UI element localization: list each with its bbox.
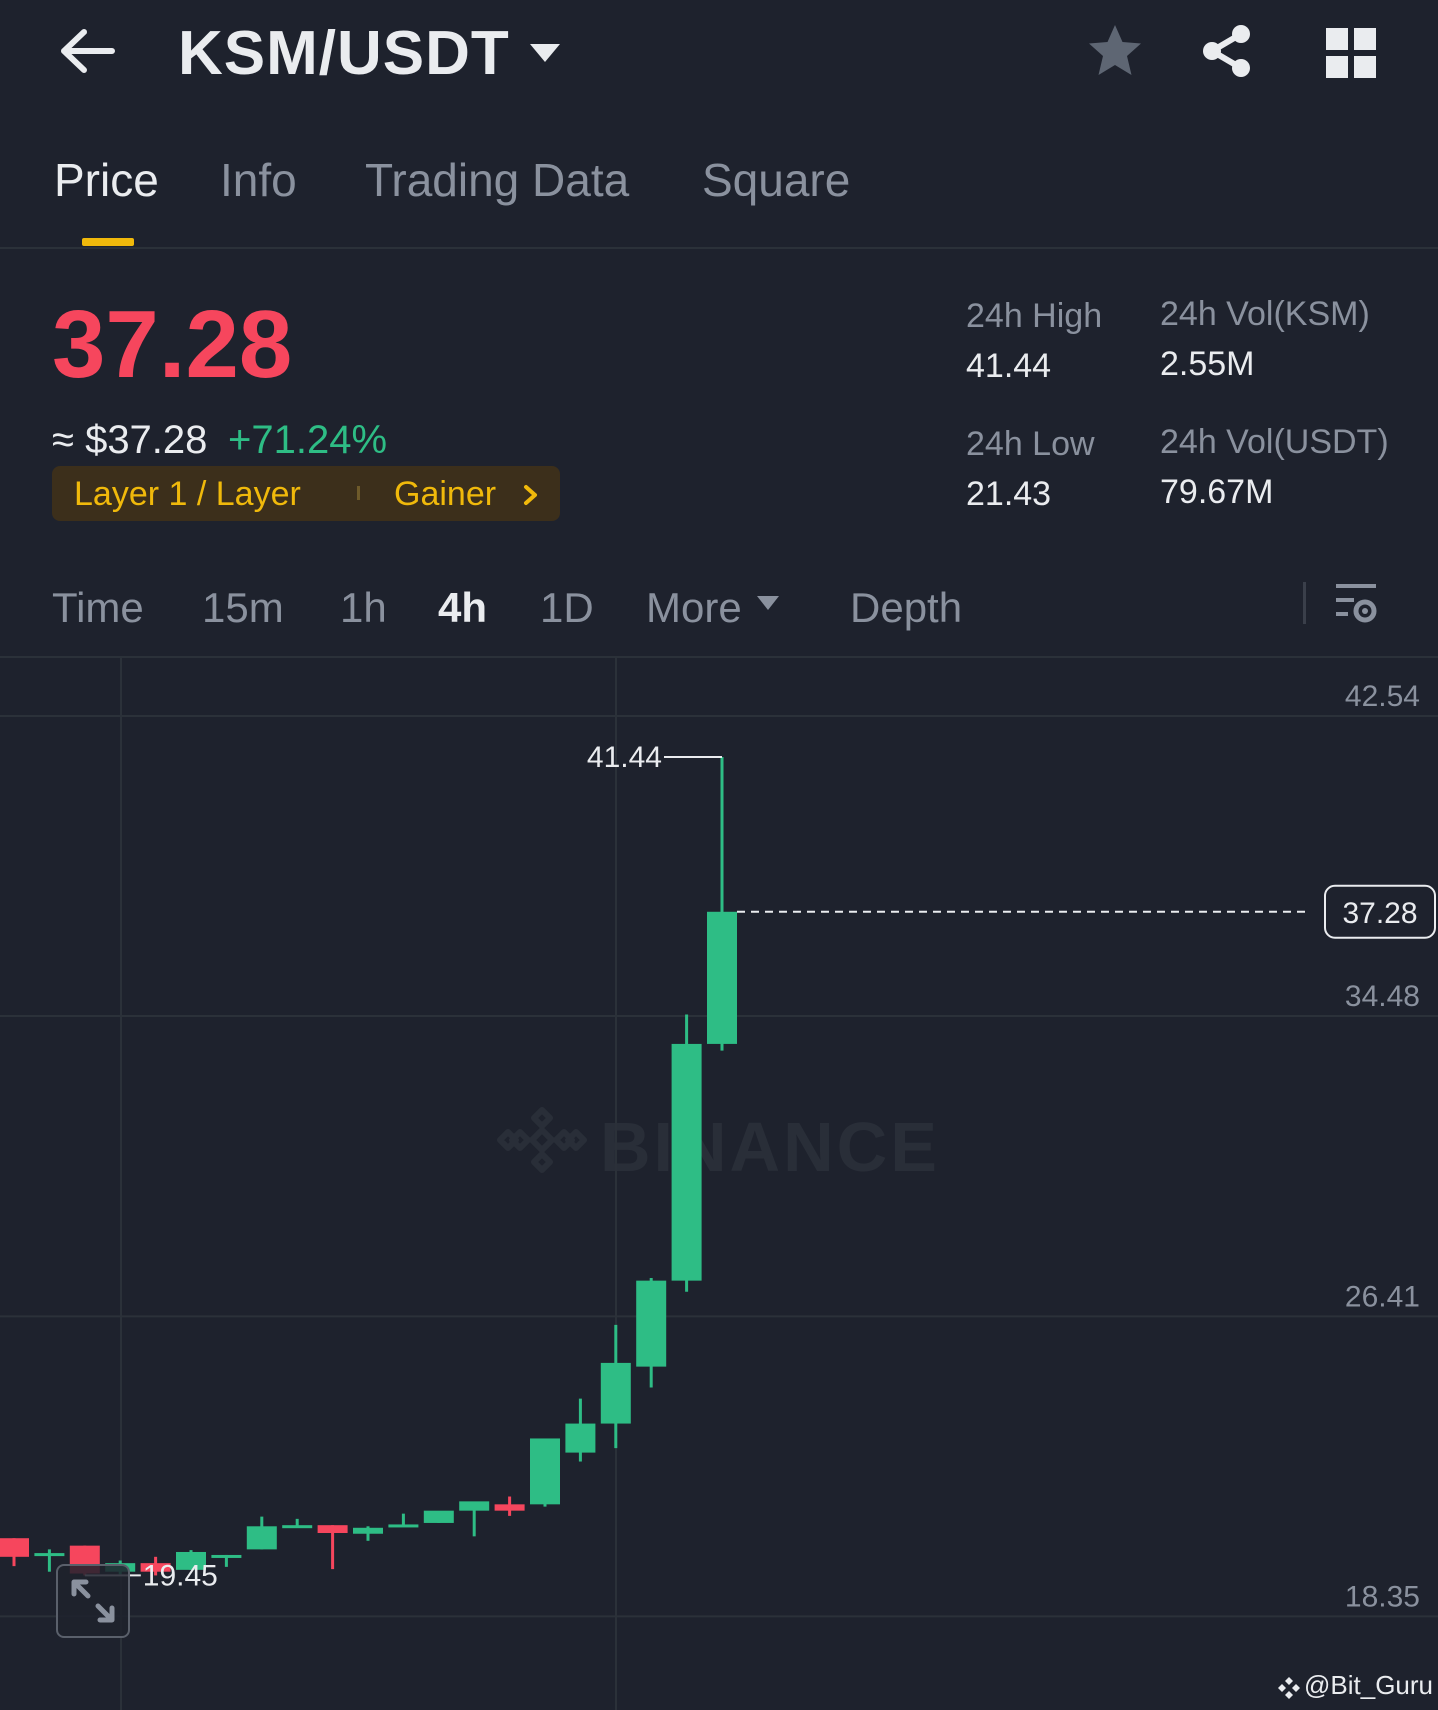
expand-icon	[71, 1579, 115, 1623]
candle-body	[140, 1563, 171, 1572]
tabs-divider	[0, 247, 1438, 249]
high-marker-label: 41.44	[587, 741, 662, 774]
share-icon[interactable]	[1200, 24, 1254, 78]
candles	[0, 756, 737, 1576]
candle-body	[34, 1553, 65, 1557]
watermark-text: BINANCE	[600, 1108, 940, 1186]
candle-body	[353, 1527, 383, 1534]
last-price: 37.28	[52, 291, 293, 398]
y-tick-label: 34.48	[1345, 980, 1420, 1013]
chevron-right-icon[interactable]	[522, 484, 540, 506]
caret-down-icon[interactable]	[528, 40, 562, 66]
candle-body	[423, 1510, 454, 1523]
binance-small-logo-icon	[1278, 1677, 1300, 1699]
tag-category[interactable]: Layer 1 / Layer	[74, 475, 301, 513]
chart-grid: 42.54 34.48 26.41 18.35	[0, 658, 1438, 1710]
candle-body	[565, 1423, 596, 1453]
tab-price[interactable]: Price	[54, 154, 159, 206]
candlestick-chart[interactable]: 42.54 34.48 26.41 18.35 BINANCE 41.44 19.45 3…	[0, 658, 1438, 1710]
interval-time[interactable]: Time	[52, 584, 144, 631]
candle-body	[494, 1504, 525, 1511]
interval-divider	[1303, 582, 1306, 624]
candle-body	[530, 1438, 560, 1505]
stat-vol-quote-value: 79.67M	[1160, 473, 1274, 511]
candle-body	[246, 1526, 277, 1550]
candle-body	[388, 1524, 419, 1528]
interval-15m[interactable]: 15m	[202, 584, 284, 631]
expand-button[interactable]	[56, 1564, 130, 1638]
chart-annotations: 41.44 19.45 37.28	[84, 741, 1436, 1592]
tag-separator	[357, 486, 360, 500]
candle-body	[176, 1551, 206, 1570]
binance-watermark: BINANCE	[497, 1107, 940, 1186]
tab-info[interactable]: Info	[220, 154, 297, 206]
stat-vol-quote-label: 24h Vol(USDT)	[1160, 423, 1389, 461]
chart-settings-icon[interactable]	[1334, 580, 1378, 626]
author-credit: @Bit_Guru	[1304, 1670, 1433, 1700]
candle-body	[707, 911, 737, 1044]
candle-body	[600, 1362, 631, 1424]
stat-low-label: 24h Low	[966, 425, 1095, 463]
active-tab-indicator	[82, 238, 134, 246]
interval-4h[interactable]: 4h	[438, 584, 488, 631]
interval-depth[interactable]: Depth	[850, 584, 963, 631]
stat-vol-base-value: 2.55M	[1160, 345, 1255, 383]
tab-trading-data[interactable]: Trading Data	[365, 154, 630, 206]
approx-usd-price: ≈ $37.28	[52, 418, 208, 462]
stat-high-value: 41.44	[966, 347, 1052, 385]
current-price-label: 37.28	[1342, 897, 1417, 930]
interval-1h[interactable]: 1h	[340, 584, 387, 631]
candle-body	[211, 1554, 242, 1558]
candle-body	[282, 1525, 313, 1529]
tab-square[interactable]: Square	[702, 154, 851, 206]
candle-body	[0, 1538, 29, 1557]
change-percentage: +71.24%	[228, 418, 388, 462]
stat-vol-base-label: 24h Vol(KSM)	[1160, 295, 1370, 333]
candle-body	[636, 1280, 667, 1367]
chart-divider	[0, 656, 1438, 658]
y-tick-label: 26.41	[1345, 1280, 1420, 1313]
candle-body	[459, 1501, 490, 1511]
binance-logo-icon	[497, 1107, 587, 1173]
low-marker-label: 19.45	[143, 1559, 218, 1592]
back-arrow-icon[interactable]	[58, 26, 118, 76]
grid-icon[interactable]	[1326, 28, 1376, 78]
tag-gainer[interactable]: Gainer	[394, 475, 497, 513]
category-tag-bar[interactable]	[52, 466, 560, 521]
stat-high-label: 24h High	[966, 297, 1103, 335]
candle-body	[317, 1525, 348, 1533]
current-price-box	[1324, 884, 1436, 939]
star-icon[interactable]	[1086, 22, 1144, 80]
interval-more[interactable]: More	[646, 584, 742, 631]
y-tick-label: 42.54	[1345, 680, 1420, 713]
interval-1d[interactable]: 1D	[540, 584, 594, 631]
caret-down-icon[interactable]	[756, 594, 780, 612]
y-tick-label: 18.35	[1345, 1580, 1420, 1613]
candle-body	[671, 1043, 702, 1281]
stat-low-value: 21.43	[966, 475, 1052, 513]
pair-title[interactable]: KSM/USDT	[178, 19, 510, 88]
